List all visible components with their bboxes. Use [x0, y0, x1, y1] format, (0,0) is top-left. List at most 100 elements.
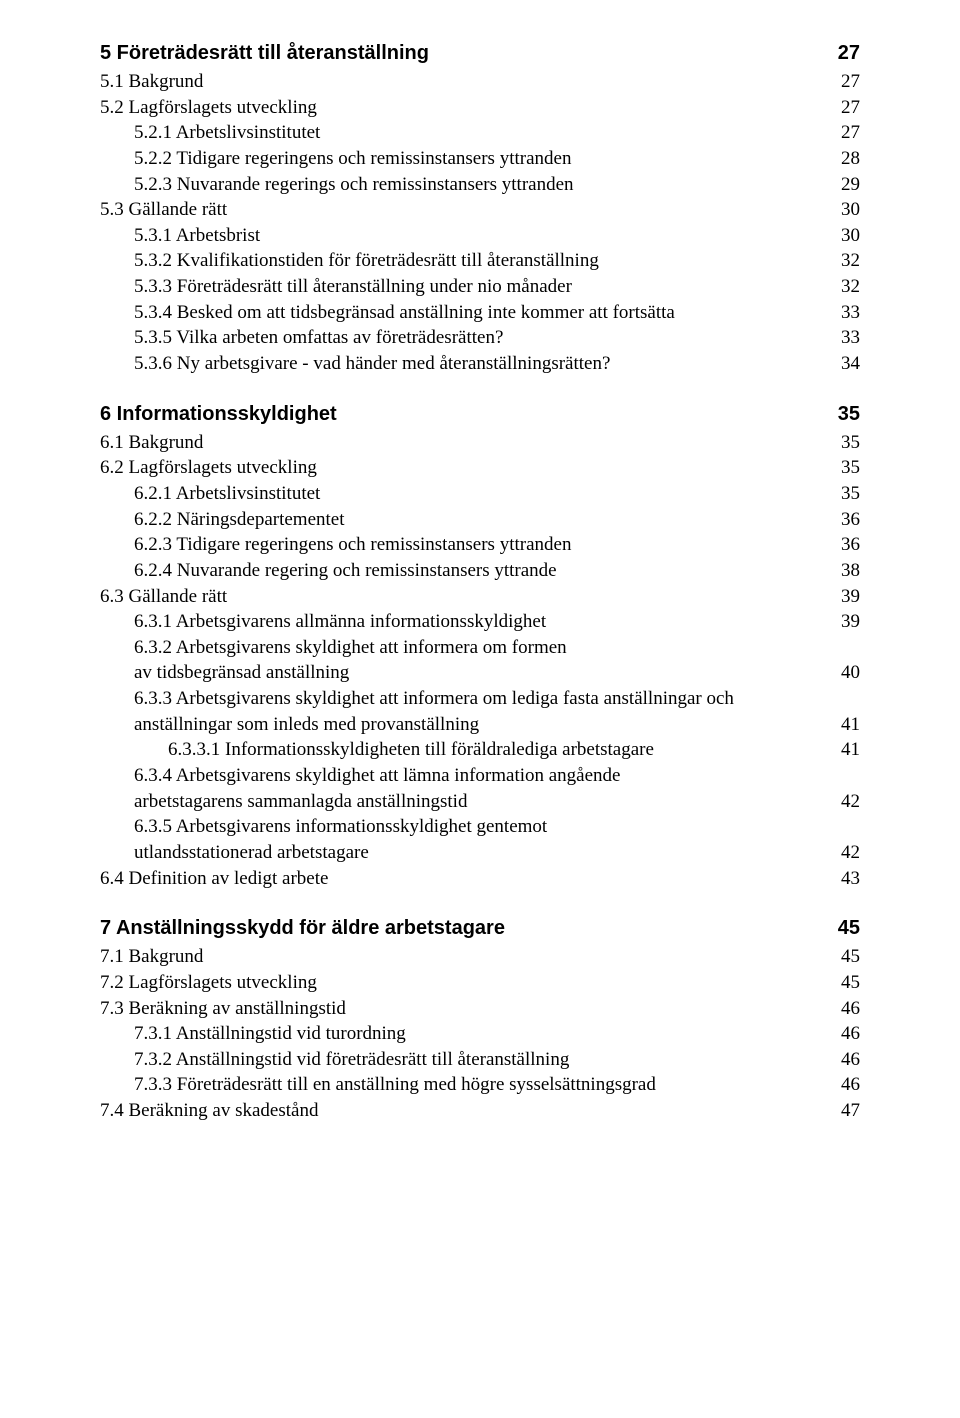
toc-page-number: 43 [841, 866, 860, 892]
toc-label: 7.1 Bakgrund [100, 944, 203, 970]
toc-entry: 6.2.1 Arbetslivsinstitutet35 [134, 481, 860, 507]
toc-entry: 6.3.4 Arbetsgivarens skyldighet att lämn… [134, 763, 860, 814]
toc-entry: 6.2 Lagförslagets utveckling 35 [100, 455, 860, 481]
toc-page-number: 27 [841, 69, 860, 95]
toc-label: 7.3.3 Företrädesrätt till en anställning… [134, 1072, 656, 1098]
toc-chapter: 5 Företrädesrätt till återanställning27 [100, 40, 860, 67]
toc-entry: 5.3.5 Vilka arbeten omfattas av företräd… [134, 325, 860, 351]
toc-page-number: 28 [841, 146, 860, 172]
toc-page-number: 34 [841, 351, 860, 377]
toc-label-line: 6.3.4 Arbetsgivarens skyldighet att lämn… [134, 763, 860, 789]
toc-page-number: 30 [841, 223, 860, 249]
toc-page-number: 32 [841, 248, 860, 274]
toc-entry: 5.3.3 Företrädesrätt till återanställnin… [134, 274, 860, 300]
toc-entry: 5.1 Bakgrund 27 [100, 69, 860, 95]
toc-entry: 6.1 Bakgrund35 [100, 430, 860, 456]
toc-label: 6.3.4 Arbetsgivarens skyldighet att lämn… [134, 765, 621, 786]
toc-page-number: 41 [841, 737, 860, 763]
toc-page-number: 32 [841, 274, 860, 300]
toc-label: 6.4 Definition av ledigt arbete [100, 866, 328, 892]
toc-entry: 5.3 Gällande rätt 30 [100, 197, 860, 223]
toc-entry-lastline: utlandsstationerad arbetstagare 42 [134, 840, 860, 866]
toc-page-number: 27 [841, 120, 860, 146]
toc-entry: 5.2.2 Tidigare regeringens och remissins… [134, 146, 860, 172]
toc-label: 6.2.4 Nuvarande regering och remissinsta… [134, 558, 557, 584]
toc-page-number: 30 [841, 197, 860, 223]
toc-entry: 5.3.4 Besked om att tidsbegränsad anstäl… [134, 300, 860, 326]
toc-label: 6.2.2 Näringsdepartementet [134, 507, 345, 533]
toc-label-line: 6.3.2 Arbetsgivarens skyldighet att info… [134, 635, 860, 661]
toc-label: 6.3.2 Arbetsgivarens skyldighet att info… [134, 637, 567, 658]
toc-entry: 6.2.4 Nuvarande regering och remissinsta… [134, 558, 860, 584]
toc-entry: 5.2.1 Arbetslivsinstitutet 27 [134, 120, 860, 146]
toc-label: 7 Anställningsskydd för äldre arbetstaga… [100, 915, 505, 942]
toc-entry: 5.3.6 Ny arbetsgivare - vad händer med å… [134, 351, 860, 377]
toc-entry: 7.3.2 Anställningstid vid företrädesrätt… [134, 1047, 860, 1073]
toc-page-number: 47 [841, 1098, 860, 1124]
toc-page-number: 27 [838, 40, 860, 67]
toc-page-number: 46 [841, 1021, 860, 1047]
toc-page-number: 42 [841, 840, 860, 866]
toc-entry-lastline: anställningar som inleds med provanställ… [134, 712, 860, 738]
toc-entry: 6.3.3 Arbetsgivarens skyldighet att info… [134, 686, 860, 737]
toc-page-number: 27 [841, 95, 860, 121]
toc-label: 5.3.4 Besked om att tidsbegränsad anstäl… [134, 300, 675, 326]
toc-label: 7.3.2 Anställningstid vid företrädesrätt… [134, 1047, 569, 1073]
toc-label: 5.3.1 Arbetsbrist [134, 223, 260, 249]
toc-label-tail: av tidsbegränsad anställning [134, 660, 349, 686]
toc-page-number: 46 [841, 996, 860, 1022]
toc-label: 5.2 Lagförslagets utveckling [100, 95, 317, 121]
toc-page-number: 35 [838, 401, 860, 428]
table-of-contents: 5 Företrädesrätt till återanställning275… [100, 40, 860, 1124]
toc-page-number: 36 [841, 507, 860, 533]
toc-label: 5.2.2 Tidigare regeringens och remissins… [134, 146, 571, 172]
toc-label: 6.3.5 Arbetsgivarens informationsskyldig… [134, 816, 547, 837]
toc-label: 7.3.1 Anställningstid vid turordning [134, 1021, 406, 1047]
toc-entry: 7.3.1 Anställningstid vid turordning 46 [134, 1021, 860, 1047]
toc-page-number: 33 [841, 325, 860, 351]
toc-page-number: 35 [841, 430, 860, 456]
toc-page-number: 39 [841, 584, 860, 610]
toc-entry: 6.3.3.1 Informationsskyldigheten till fö… [168, 737, 860, 763]
toc-label-line: 6.3.5 Arbetsgivarens informationsskyldig… [134, 814, 860, 840]
toc-label: 5.1 Bakgrund [100, 69, 203, 95]
toc-label: 7.2 Lagförslagets utveckling [100, 970, 317, 996]
toc-label: 6.3.3 Arbetsgivarens skyldighet att info… [134, 688, 734, 709]
toc-entry: 6.3.2 Arbetsgivarens skyldighet att info… [134, 635, 860, 686]
toc-entry: 6.3 Gällande rätt 39 [100, 584, 860, 610]
toc-page-number: 35 [841, 455, 860, 481]
toc-label-line: 6.3.3 Arbetsgivarens skyldighet att info… [134, 686, 860, 712]
page: 5 Företrädesrätt till återanställning275… [0, 0, 960, 1418]
toc-label: 5.2.1 Arbetslivsinstitutet [134, 120, 320, 146]
toc-label: 5.2.3 Nuvarande regerings och remissinst… [134, 172, 574, 198]
toc-page-number: 45 [838, 915, 860, 942]
toc-page-number: 45 [841, 944, 860, 970]
toc-entry: 6.3.1 Arbetsgivarens allmänna informatio… [134, 609, 860, 635]
toc-label: 6.3.3.1 Informationsskyldigheten till fö… [168, 737, 654, 763]
toc-entry: 6.4 Definition av ledigt arbete 43 [100, 866, 860, 892]
toc-page-number: 42 [841, 789, 860, 815]
toc-label: 6 Informationsskyldighet [100, 401, 337, 428]
toc-entry: 5.2 Lagförslagets utveckling 27 [100, 95, 860, 121]
toc-label-tail: anställningar som inleds med provanställ… [134, 712, 479, 738]
toc-label: 5.3.6 Ny arbetsgivare - vad händer med å… [134, 351, 610, 377]
toc-label-tail: utlandsstationerad arbetstagare [134, 840, 369, 866]
toc-page-number: 33 [841, 300, 860, 326]
toc-entry: 7.1 Bakgrund 45 [100, 944, 860, 970]
toc-entry: 7.3.3 Företrädesrätt till en anställning… [134, 1072, 860, 1098]
toc-entry: 6.3.5 Arbetsgivarens informationsskyldig… [134, 814, 860, 865]
toc-label: 5.3.5 Vilka arbeten omfattas av företräd… [134, 325, 503, 351]
toc-entry: 5.2.3 Nuvarande regerings och remissinst… [134, 172, 860, 198]
toc-label: 6.3 Gällande rätt [100, 584, 227, 610]
toc-label: 5.3 Gällande rätt [100, 197, 227, 223]
toc-label: 7.3 Beräkning av anställningstid [100, 996, 346, 1022]
toc-page-number: 46 [841, 1072, 860, 1098]
toc-page-number: 41 [841, 712, 860, 738]
toc-chapter: 6 Informationsskyldighet 35 [100, 401, 860, 428]
toc-entry: 7.4 Beräkning av skadestånd47 [100, 1098, 860, 1124]
toc-entry-lastline: av tidsbegränsad anställning40 [134, 660, 860, 686]
toc-label: 6.2.3 Tidigare regeringens och remissins… [134, 532, 571, 558]
toc-label: 6.3.1 Arbetsgivarens allmänna informatio… [134, 609, 546, 635]
toc-label: 6.2 Lagförslagets utveckling [100, 455, 317, 481]
toc-page-number: 29 [841, 172, 860, 198]
